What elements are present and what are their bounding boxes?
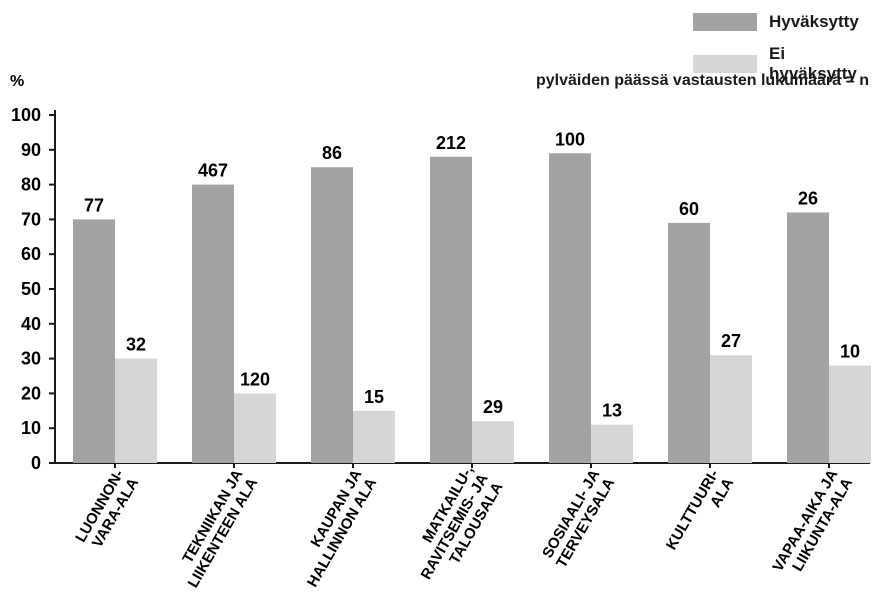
y-tick-label: 100 <box>11 105 41 125</box>
y-tick-label: 90 <box>21 140 41 160</box>
n-label-rejected: 15 <box>364 387 384 407</box>
bar-rejected <box>710 355 752 463</box>
bar-approved <box>787 212 829 463</box>
n-label-approved: 100 <box>555 129 585 149</box>
y-tick-label: 50 <box>21 279 41 299</box>
x-category-label: KULTTUURI-ALA <box>663 467 737 553</box>
n-label-rejected: 32 <box>126 335 146 355</box>
bar-rejected <box>829 365 871 463</box>
y-axis-label: % <box>10 73 24 90</box>
bar-approved <box>549 153 591 463</box>
y-tick-label: 80 <box>21 175 41 195</box>
n-label-approved: 60 <box>679 199 699 219</box>
bar-rejected <box>353 410 395 463</box>
bar-rejected <box>115 358 157 463</box>
bar-approved <box>430 156 472 463</box>
n-label-approved: 26 <box>798 188 818 208</box>
y-tick-label: 10 <box>21 418 41 438</box>
legend-item-approved: Hyväksytty <box>693 12 869 32</box>
x-category-label: LUONNON-VARA-ALA <box>72 467 142 551</box>
legend-label-approved: Hyväksytty <box>769 12 859 31</box>
n-label-rejected: 13 <box>602 401 622 421</box>
n-label-rejected: 10 <box>840 342 860 362</box>
y-tick-label: 0 <box>31 453 41 473</box>
bars: 77 32 467 120 86 15 212 29 100 13 60 27 26 10 <box>73 129 871 463</box>
bar-rejected <box>234 393 276 463</box>
y-tick-label: 60 <box>21 244 41 264</box>
n-label-rejected: 120 <box>240 369 270 389</box>
legend-item-rejected: Ei hyväksytty <box>693 44 869 84</box>
bar-approved <box>668 222 710 463</box>
n-label-approved: 77 <box>84 195 104 215</box>
bar-rejected <box>472 421 514 463</box>
chart-note: pylväiden päässä vastausten lukumäärä = … <box>535 72 869 89</box>
n-label-approved: 212 <box>436 133 466 153</box>
bar-rejected <box>591 424 633 463</box>
bar-approved <box>73 219 115 463</box>
y-tick-label: 70 <box>21 209 41 229</box>
bar-approved <box>192 184 234 463</box>
y-tick-label: 20 <box>21 383 41 403</box>
n-label-approved: 86 <box>322 143 342 163</box>
bar-approved <box>311 167 353 463</box>
legend-label-rejected: Ei hyväksytty <box>769 44 857 83</box>
y-tick-label: 40 <box>21 314 41 334</box>
x-category-label-line: KULTTUURI- <box>663 467 723 553</box>
y-tick-label: 30 <box>21 349 41 369</box>
legend-swatch-approved <box>693 13 757 31</box>
n-label-rejected: 27 <box>721 331 741 351</box>
legend-swatch-rejected <box>693 55 757 73</box>
legend: Hyväksytty Ei hyväksytty <box>539 8 869 98</box>
n-label-rejected: 29 <box>483 397 503 417</box>
n-label-approved: 467 <box>198 161 228 181</box>
